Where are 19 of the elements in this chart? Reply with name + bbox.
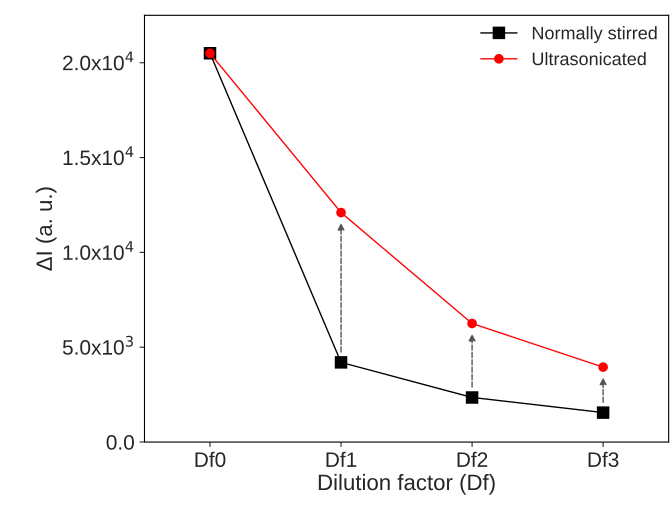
point bbox=[596, 406, 610, 419]
point bbox=[466, 391, 478, 404]
x-tick-label: Df3 bbox=[588, 452, 618, 468]
y-axis-title: ΔI (a. u.) bbox=[36, 187, 56, 271]
x-tick-label: Df2 bbox=[458, 452, 488, 467]
y-tick-label: 2.0x10$^{4}$ bbox=[63, 52, 134, 70]
y-tick-label: 5.0x10$^{3}$ bbox=[62, 336, 133, 355]
legend-label: Normally stirred bbox=[532, 26, 657, 43]
point bbox=[334, 356, 348, 369]
y-tick-label: 1.5x10$^{4}$ bbox=[64, 146, 134, 166]
point bbox=[598, 362, 608, 372]
x-axis-title: Dilution factor (Df) bbox=[318, 474, 495, 495]
x-tick-label: Df1 bbox=[326, 452, 356, 467]
y-tick-label: 1.0x10$^{4}$ bbox=[64, 241, 134, 260]
x-tick-label: Df0 bbox=[196, 452, 226, 468]
point bbox=[467, 318, 477, 328]
y-tick-label: 0.0 bbox=[106, 435, 134, 450]
legend-label: Ultrasonicated bbox=[532, 52, 646, 66]
point bbox=[336, 208, 346, 218]
